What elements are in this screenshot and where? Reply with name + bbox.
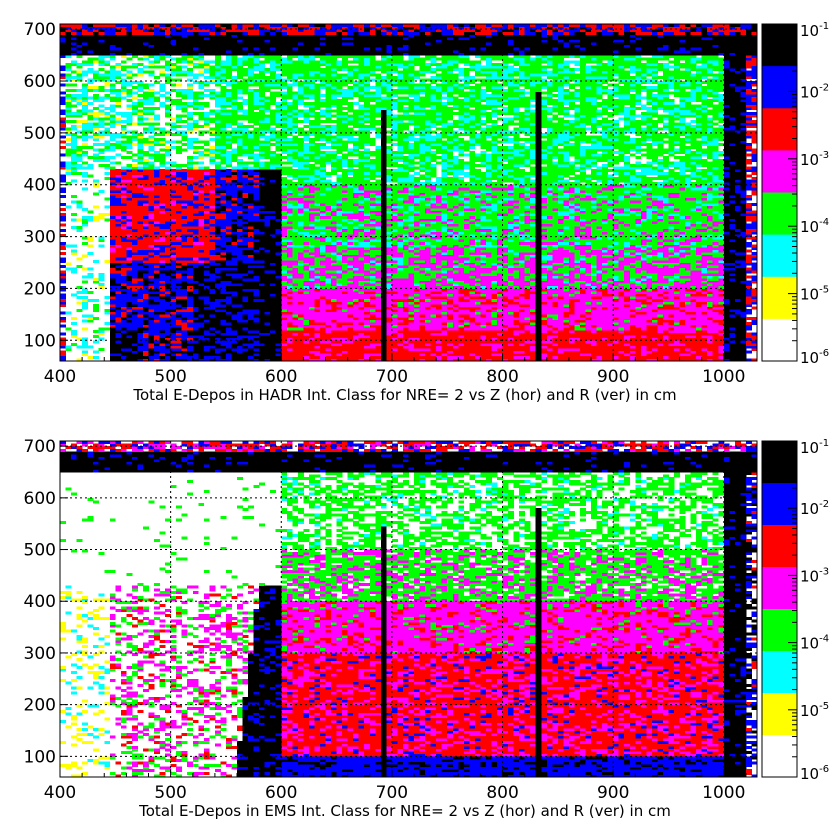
colorbar-swatch [762, 735, 797, 778]
colorbar-swatch [762, 193, 797, 236]
colorbar-label: 10-3 [800, 566, 829, 585]
x-tick-label: 1000 [702, 783, 745, 803]
colorbar-label: 10-4 [800, 634, 829, 653]
colorbar-exponent: -6 [819, 764, 829, 775]
colorbar-label: 10-1 [800, 438, 829, 457]
colorbar-exponent: -2 [819, 499, 829, 510]
colorbar-swatch [762, 66, 797, 109]
colorbar-exponent: -2 [819, 82, 829, 93]
colorbar-swatch [762, 319, 797, 362]
x-tick-label: 800 [486, 783, 518, 803]
x-tick-label: 400 [44, 783, 76, 803]
x-tick-label: 500 [154, 783, 186, 803]
y-tick-label: 300 [24, 228, 56, 248]
heatmap-cells [60, 24, 757, 361]
colorbar-exponent: -5 [819, 701, 829, 712]
y-tick-label: 500 [24, 541, 56, 561]
colorbar-swatch [762, 651, 797, 694]
colorbar-swatch [762, 567, 797, 610]
colorbar-label: 10-4 [800, 217, 829, 236]
y-tick-label: 100 [24, 747, 56, 767]
colorbar-swatch [762, 277, 797, 320]
colorbar-swatch [762, 441, 797, 484]
colorbar-label: 10-5 [800, 701, 829, 720]
y-tick-label: 300 [24, 644, 56, 664]
colorbar-label: 10-2 [800, 499, 829, 518]
heatmap-panel-2: 400 500 600 700 800 900 1000 100 200 300 400 500 600… [24, 437, 830, 820]
colorbar-exponent: -4 [819, 217, 829, 228]
y-tick-label: 700 [24, 437, 56, 457]
x-tick-label: 700 [376, 367, 408, 387]
colorbar-swatch [762, 150, 797, 193]
chart-title: Total E-Depos in HADR Int. Class for NRE… [132, 386, 676, 404]
colorbar-exponent: -3 [819, 566, 829, 577]
x-tick-label: 900 [597, 783, 629, 803]
y-tick-label: 500 [24, 124, 56, 144]
colorbar-exponent: -1 [819, 21, 829, 32]
y-tick-label: 700 [24, 20, 56, 40]
colorbar-swatch [762, 609, 797, 652]
colorbar-label: 10-1 [800, 21, 829, 40]
y-tick-label: 100 [24, 331, 56, 351]
x-tick-label: 500 [154, 367, 186, 387]
colorbar: 10-1 10-2 10-3 10-4 10-5 10-6 [762, 438, 829, 783]
colorbar-swatch [762, 235, 797, 278]
colorbar-swatch [762, 525, 797, 568]
x-tick-label: 600 [265, 783, 297, 803]
x-tick-label: 600 [265, 367, 297, 387]
colorbar-exponent: -4 [819, 634, 829, 645]
x-tick-label: 1000 [702, 367, 745, 387]
x-tick-label: 400 [44, 367, 76, 387]
x-tick-label: 700 [376, 783, 408, 803]
chart-title: Total E-Depos in EMS Int. Class for NRE=… [138, 802, 671, 820]
colorbar-swatch [762, 108, 797, 151]
y-tick-label: 600 [24, 72, 56, 92]
colorbar: 10-1 10-2 10-3 10-4 10-5 10-6 [762, 21, 829, 367]
y-tick-label: 600 [24, 489, 56, 509]
y-tick-label: 200 [24, 279, 56, 299]
heatmap-panel-1: 400 500 600 700 800 900 1000 100 200 300 400 500 600… [24, 20, 830, 404]
colorbar-label: 10-2 [800, 82, 829, 101]
colorbar-exponent: -5 [819, 285, 829, 296]
colorbar-exponent: -6 [819, 348, 829, 359]
colorbar-swatch [762, 483, 797, 526]
y-tick-label: 400 [24, 592, 56, 612]
x-tick-label: 900 [597, 367, 629, 387]
colorbar-label: 10-3 [800, 150, 829, 169]
colorbar-swatch [762, 24, 797, 67]
colorbar-label: 10-5 [800, 285, 829, 304]
x-tick-label: 800 [486, 367, 518, 387]
y-tick-label: 200 [24, 696, 56, 716]
colorbar-exponent: -3 [819, 150, 829, 161]
colorbar-label: 10-6 [800, 764, 829, 783]
colorbar-exponent: -1 [819, 438, 829, 449]
colorbar-swatch [762, 693, 797, 736]
colorbar-label: 10-6 [800, 348, 829, 367]
y-tick-label: 400 [24, 176, 56, 196]
